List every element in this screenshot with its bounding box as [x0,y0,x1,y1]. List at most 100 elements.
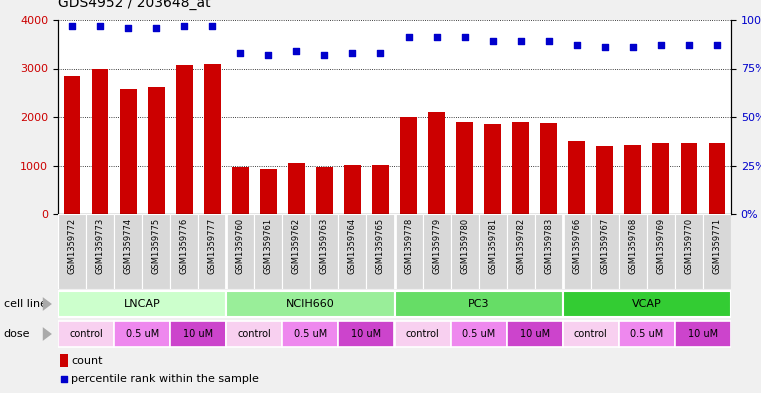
Bar [591,214,619,289]
Bar [422,214,451,289]
Bar [282,214,310,289]
Bar [204,64,221,214]
Text: GSM1359769: GSM1359769 [657,218,665,274]
Bar [339,321,394,347]
Bar [507,214,535,289]
Point [486,38,498,44]
Bar [260,169,277,214]
Point [290,48,302,54]
Bar [507,321,562,347]
Bar [680,143,697,214]
Text: 0.5 uM: 0.5 uM [462,329,495,339]
Text: GDS4952 / 203648_at: GDS4952 / 203648_at [58,0,211,10]
Bar [148,87,164,214]
Bar [142,214,170,289]
Bar [619,214,647,289]
Point [654,42,667,48]
Bar [703,214,731,289]
Bar [119,89,136,214]
Point [711,42,723,48]
Bar [288,163,304,214]
Text: GSM1359783: GSM1359783 [544,218,553,274]
Bar [535,214,562,289]
Bar [484,124,501,214]
Bar [562,321,619,347]
Bar [568,141,585,214]
Bar [562,291,731,317]
Bar [394,214,422,289]
Bar [619,321,675,347]
Point [403,34,415,40]
Text: GSM1359774: GSM1359774 [123,218,132,274]
Text: GSM1359773: GSM1359773 [96,218,104,274]
Point [374,50,387,56]
Bar [456,122,473,214]
Polygon shape [43,297,52,311]
Text: control: control [69,329,103,339]
Text: 10 uM: 10 uM [183,329,213,339]
Point [571,42,583,48]
Point [66,23,78,29]
Bar [367,214,394,289]
Text: GSM1359778: GSM1359778 [404,218,413,274]
Text: GSM1359775: GSM1359775 [151,218,161,274]
Bar [282,321,339,347]
Bar [339,214,367,289]
Bar [428,112,445,214]
Point [318,52,330,58]
Point [543,38,555,44]
Point [683,42,695,48]
Bar [647,214,675,289]
Bar [254,214,282,289]
Bar [625,145,642,214]
Text: GSM1359772: GSM1359772 [68,218,77,274]
Text: GSM1359765: GSM1359765 [376,218,385,274]
Point [178,23,190,29]
Text: GSM1359764: GSM1359764 [348,218,357,274]
Text: GSM1359781: GSM1359781 [488,218,497,274]
Bar [226,291,394,317]
Text: 10 uM: 10 uM [688,329,718,339]
Text: GSM1359779: GSM1359779 [432,218,441,274]
Bar [198,214,226,289]
Text: GSM1359782: GSM1359782 [516,218,525,274]
Text: GSM1359760: GSM1359760 [236,218,245,274]
Text: PC3: PC3 [468,299,489,309]
Bar [226,214,254,289]
Text: GSM1359762: GSM1359762 [292,218,301,274]
Text: percentile rank within the sample: percentile rank within the sample [72,373,260,384]
Point [58,375,70,382]
Bar [226,321,282,347]
Text: NCIH660: NCIH660 [286,299,335,309]
Bar [344,165,361,214]
Bar [675,321,731,347]
Bar [675,214,703,289]
Text: 10 uM: 10 uM [520,329,549,339]
Bar [170,321,226,347]
Bar [372,165,389,214]
Bar [400,117,417,214]
Point [599,44,611,50]
Bar [316,167,333,214]
Bar [58,321,114,347]
Point [346,50,358,56]
Point [459,34,471,40]
Point [263,52,275,58]
Bar [232,167,249,214]
Bar [451,321,507,347]
Text: GSM1359780: GSM1359780 [460,218,469,274]
Polygon shape [43,327,52,341]
Bar [176,64,193,214]
Bar [562,214,591,289]
Bar [540,123,557,214]
Bar [86,214,114,289]
Bar [394,321,451,347]
Text: GSM1359770: GSM1359770 [684,218,693,274]
Bar [512,122,529,214]
Bar [114,321,170,347]
Text: 0.5 uM: 0.5 uM [126,329,159,339]
Text: GSM1359771: GSM1359771 [712,218,721,274]
Text: dose: dose [4,329,30,339]
Text: 0.5 uM: 0.5 uM [630,329,664,339]
Text: GSM1359768: GSM1359768 [629,218,638,274]
